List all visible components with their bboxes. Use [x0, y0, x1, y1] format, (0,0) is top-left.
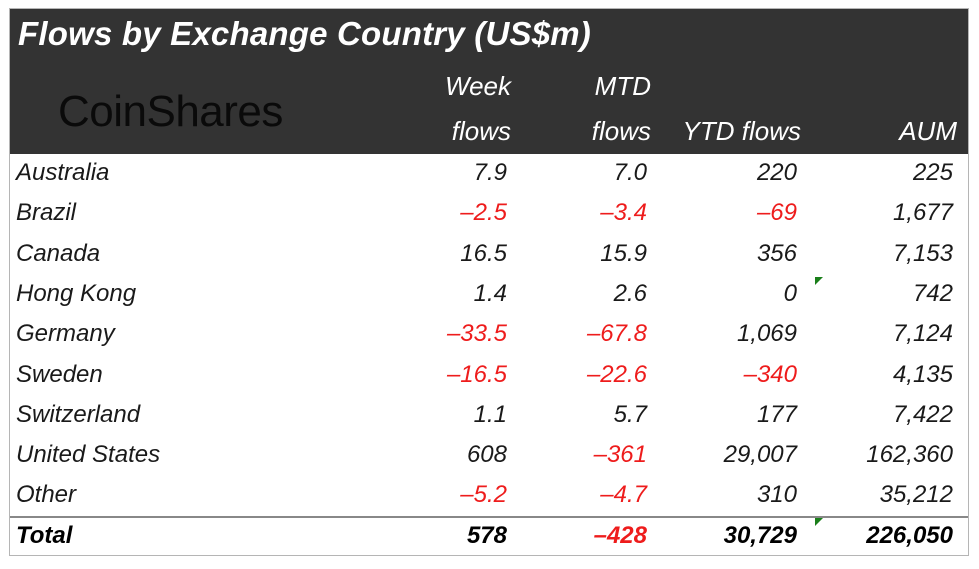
aum-cell: 35,212 [879, 481, 953, 509]
week-flows-cell: 16.5 [460, 239, 507, 267]
table-header: Flows by Exchange Country (US$m) CoinSha… [10, 9, 968, 154]
column-header-aum: AUM [899, 116, 957, 146]
table-row: United States 608 –361 29,007 162,360 [10, 437, 968, 477]
ytd-flows-cell: 356 [756, 239, 797, 267]
country-cell: Brazil [16, 199, 77, 227]
week-flows-cell: 7.9 [473, 159, 507, 186]
flows-table: Flows by Exchange Country (US$m) CoinSha… [9, 8, 969, 556]
week-flows-cell: 608 [466, 441, 507, 469]
table-row: Other –5.2 –4.7 310 35,212 [10, 477, 968, 517]
country-cell: Switzerland [16, 400, 141, 428]
week-flows-cell: –33.5 [446, 320, 507, 348]
country-cell: United States [16, 441, 161, 469]
aum-cell: 7,153 [892, 239, 953, 267]
country-cell: Germany [16, 320, 115, 348]
table-row: Switzerland 1.1 5.7 177 7,422 [10, 397, 968, 437]
aum-cell: 225 [912, 159, 953, 186]
aum-cell: 742 [912, 279, 953, 307]
aum-cell: 226,050 [866, 522, 953, 549]
ytd-flows-cell: 30,729 [723, 522, 797, 549]
mtd-flows-cell: –4.7 [600, 481, 647, 509]
total-row: Total 578 –428 30,729 226,050 [10, 518, 968, 558]
aum-cell: 4,135 [892, 360, 953, 388]
mtd-flows-cell: –3.4 [600, 199, 647, 227]
mtd-flows-cell: –22.6 [586, 360, 647, 388]
week-flows-cell: –16.5 [446, 360, 507, 388]
country-cell: Other [16, 481, 77, 509]
ytd-flows-cell: 220 [756, 159, 797, 186]
column-header-week-line1: Week [445, 71, 511, 101]
aum-cell: 162,360 [866, 441, 953, 469]
table-row: Canada 16.5 15.9 356 7,153 [10, 236, 968, 276]
aum-cell: 1,677 [892, 199, 953, 227]
table-row: Hong Kong 1.4 2.6 0 742 [10, 276, 968, 316]
mtd-flows-cell: –67.8 [586, 320, 647, 348]
comment-flag-icon [815, 277, 823, 285]
comment-flag-icon [815, 518, 823, 526]
table-row: Australia 7.9 7.0 220 225 [10, 155, 968, 195]
week-flows-cell: –2.5 [460, 199, 507, 227]
table-row: Sweden –16.5 –22.6 –340 4,135 [10, 357, 968, 397]
country-cell: Sweden [16, 360, 103, 388]
mtd-flows-cell: 2.6 [613, 279, 647, 307]
column-header-mtd-line1: MTD [594, 71, 651, 101]
country-cell: Total [16, 522, 73, 549]
week-flows-cell: 578 [466, 522, 507, 549]
mtd-flows-cell: –361 [593, 441, 647, 469]
mtd-flows-cell: 15.9 [600, 239, 647, 267]
mtd-flows-cell: 7.0 [613, 159, 647, 186]
ytd-flows-cell: 29,007 [723, 441, 797, 469]
table-row: Brazil –2.5 –3.4 –69 1,677 [10, 195, 968, 235]
column-header-mtd-line2: flows [591, 116, 651, 146]
mtd-flows-cell: –428 [593, 522, 647, 549]
aum-cell: 7,124 [892, 320, 953, 348]
ytd-flows-cell: 1,069 [736, 320, 797, 348]
column-header-ytd: YTD flows [682, 116, 801, 146]
country-cell: Australia [16, 159, 110, 186]
mtd-flows-cell: 5.7 [613, 400, 647, 428]
week-flows-cell: –5.2 [460, 481, 507, 509]
coinshares-logo: CoinShares [58, 87, 283, 136]
ytd-flows-cell: 310 [756, 481, 797, 509]
country-cell: Hong Kong [16, 279, 137, 307]
table-row: Germany –33.5 –67.8 1,069 7,124 [10, 316, 968, 356]
country-cell: Canada [16, 239, 101, 267]
ytd-flows-cell: 177 [756, 400, 797, 428]
table-title: Flows by Exchange Country (US$m) [18, 15, 591, 52]
total-divider [10, 516, 968, 518]
ytd-flows-cell: 0 [783, 279, 797, 307]
aum-cell: 7,422 [892, 400, 953, 428]
column-header-week-line2: flows [451, 116, 511, 146]
ytd-flows-cell: –69 [756, 199, 797, 227]
week-flows-cell: 1.4 [473, 279, 507, 307]
ytd-flows-cell: –340 [743, 360, 797, 388]
week-flows-cell: 1.1 [473, 400, 507, 428]
